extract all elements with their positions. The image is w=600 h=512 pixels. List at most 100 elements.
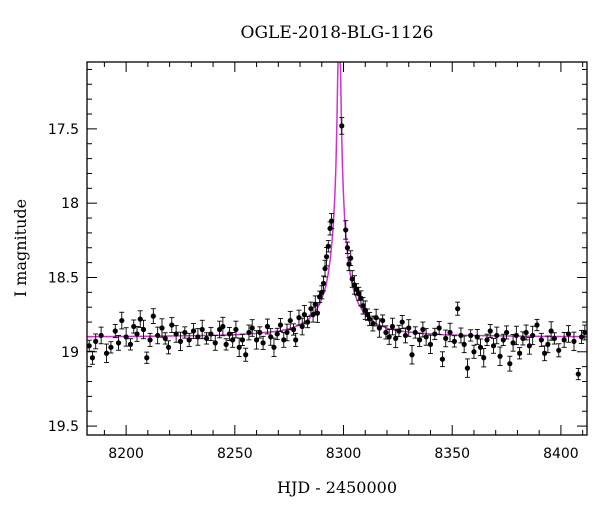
data-point — [253, 330, 260, 350]
data-point — [199, 319, 205, 340]
data-marker — [220, 323, 226, 330]
data-marker — [190, 328, 197, 334]
data-marker — [526, 343, 532, 349]
data-marker — [420, 326, 426, 333]
data-marker — [497, 353, 503, 359]
data-marker — [236, 344, 242, 350]
chart-title: OGLE-2018-BLG-1126 — [241, 23, 434, 43]
data-marker — [383, 329, 389, 336]
data-marker — [464, 365, 471, 371]
data-point — [182, 326, 188, 339]
data-marker — [523, 329, 529, 336]
model-curve-layer — [87, 62, 587, 338]
data-point — [582, 324, 587, 341]
data-marker — [199, 326, 205, 333]
data-point — [123, 327, 129, 347]
data-point — [93, 333, 99, 350]
data-marker — [186, 337, 192, 343]
data-marker — [461, 341, 467, 347]
data-point — [246, 324, 252, 341]
y-axis-ticks: 17.5 18 18.5 19 19.5 — [48, 68, 587, 435]
data-marker — [169, 322, 175, 328]
data-marker — [140, 326, 147, 333]
data-marker — [494, 332, 500, 339]
data-marker — [575, 371, 581, 377]
data-marker — [299, 323, 305, 330]
data-marker — [112, 328, 118, 334]
data-marker — [89, 355, 96, 361]
data-point — [159, 318, 165, 338]
data-marker — [287, 317, 293, 324]
data-point — [530, 325, 536, 346]
data-point — [578, 329, 585, 344]
data-point — [380, 314, 386, 327]
data-marker — [412, 329, 418, 336]
data-marker — [264, 323, 271, 330]
data-point — [208, 326, 214, 341]
data-point — [439, 351, 446, 368]
data-marker — [127, 341, 134, 347]
data-point — [310, 306, 316, 323]
data-point — [565, 325, 572, 343]
data-marker — [373, 315, 379, 321]
data-point — [545, 335, 551, 354]
data-marker — [322, 265, 328, 272]
data-marker — [402, 332, 409, 339]
data-point — [471, 344, 477, 359]
data-point — [393, 328, 399, 349]
data-marker — [212, 340, 218, 346]
data-marker — [253, 337, 260, 343]
y-tick-label: 19.5 — [48, 419, 79, 435]
data-point — [389, 317, 396, 336]
data-marker — [93, 338, 99, 344]
data-point — [484, 333, 490, 346]
data-marker — [451, 338, 457, 344]
data-point — [134, 326, 140, 342]
data-point — [230, 332, 236, 348]
data-point — [277, 318, 284, 333]
x-tick-label: 8300 — [326, 446, 362, 462]
data-point — [195, 328, 201, 346]
data-point — [474, 329, 480, 345]
data-point — [155, 326, 161, 345]
data-marker — [98, 332, 104, 339]
data-point — [320, 275, 327, 292]
data-marker — [477, 344, 484, 350]
y-tick-label: 18 — [61, 196, 79, 212]
data-point — [150, 308, 156, 324]
data-marker — [230, 337, 236, 343]
y-tick-label: 18.5 — [48, 270, 79, 286]
data-marker — [348, 255, 354, 261]
data-marker — [458, 332, 464, 339]
data-marker — [439, 356, 446, 362]
data-point — [406, 319, 412, 337]
data-marker — [233, 326, 239, 333]
data-marker — [296, 315, 302, 321]
data-marker — [538, 337, 544, 343]
data-point — [177, 331, 184, 352]
data-point — [464, 358, 471, 378]
data-point — [274, 327, 280, 341]
data-point — [494, 326, 500, 345]
data-point — [296, 309, 302, 326]
data-marker — [339, 123, 345, 129]
data-point — [239, 333, 246, 346]
data-point — [264, 318, 271, 335]
model-curve — [87, 62, 587, 338]
data-marker — [582, 329, 587, 336]
data-point — [147, 332, 153, 347]
x-tick-label: 8200 — [108, 446, 144, 462]
data-point — [344, 241, 351, 254]
data-marker — [268, 334, 274, 340]
data-marker — [353, 286, 360, 292]
data-marker — [578, 334, 585, 340]
data-marker — [409, 352, 415, 358]
data-point — [412, 326, 418, 339]
data-point — [115, 334, 122, 351]
data-point — [162, 332, 168, 345]
data-marker — [471, 349, 477, 355]
data-point — [367, 312, 373, 327]
data-marker — [119, 317, 125, 324]
data-point — [513, 325, 519, 346]
data-marker — [436, 325, 442, 331]
